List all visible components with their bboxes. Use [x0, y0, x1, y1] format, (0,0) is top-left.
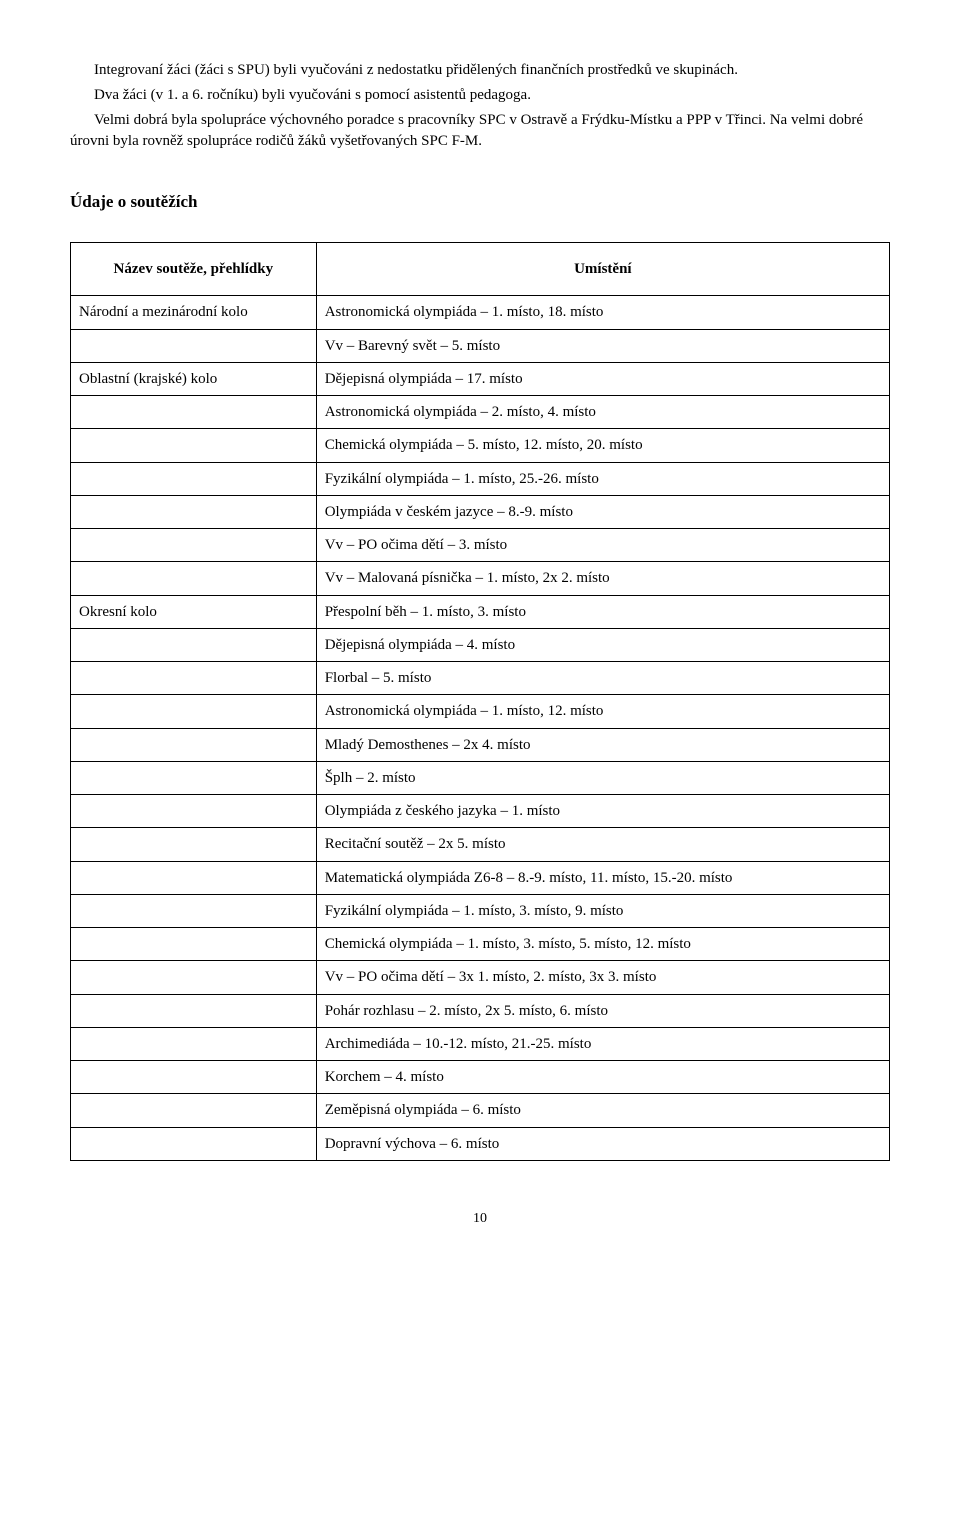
header-left: Název soutěže, přehlídky — [71, 243, 317, 296]
section-heading: Údaje o soutěžích — [70, 192, 890, 212]
result-cell: Vv – PO očima dětí – 3x 1. místo, 2. mís… — [316, 961, 889, 994]
table-row: Korchem – 4. místo — [71, 1061, 890, 1094]
result-cell: Chemická olympiáda – 1. místo, 3. místo,… — [316, 928, 889, 961]
table-row: Vv – PO očima dětí – 3x 1. místo, 2. mís… — [71, 961, 890, 994]
empty-cell — [71, 662, 317, 695]
table-row: Mladý Demosthenes – 2x 4. místo — [71, 728, 890, 761]
empty-cell — [71, 695, 317, 728]
table-row: Okresní kolo Přespolní běh – 1. místo, 3… — [71, 595, 890, 628]
table-header-row: Název soutěže, přehlídky Umístění — [71, 243, 890, 296]
result-cell: Archimediáda – 10.-12. místo, 21.-25. mí… — [316, 1027, 889, 1060]
empty-cell — [71, 894, 317, 927]
intro-paragraph-1: Integrovaní žáci (žáci s SPU) byli vyučo… — [70, 60, 890, 81]
result-cell: Přespolní běh – 1. místo, 3. místo — [316, 595, 889, 628]
table-row: Zeměpisná olympiáda – 6. místo — [71, 1094, 890, 1127]
result-cell: Zeměpisná olympiáda – 6. místo — [316, 1094, 889, 1127]
table-row: Pohár rozhlasu – 2. místo, 2x 5. místo, … — [71, 994, 890, 1027]
table-row: Chemická olympiáda – 5. místo, 12. místo… — [71, 429, 890, 462]
empty-cell — [71, 861, 317, 894]
table-row: Vv – Barevný svět – 5. místo — [71, 329, 890, 362]
empty-cell — [71, 1127, 317, 1160]
table-row: Fyzikální olympiáda – 1. místo, 3. místo… — [71, 894, 890, 927]
table-row: Recitační soutěž – 2x 5. místo — [71, 828, 890, 861]
page-number: 10 — [70, 1211, 890, 1227]
empty-cell — [71, 728, 317, 761]
table-row: Dějepisná olympiáda – 4. místo — [71, 628, 890, 661]
result-cell: Korchem – 4. místo — [316, 1061, 889, 1094]
result-cell: Vv – PO očima dětí – 3. místo — [316, 529, 889, 562]
empty-cell — [71, 495, 317, 528]
empty-cell — [71, 529, 317, 562]
result-cell: Pohár rozhlasu – 2. místo, 2x 5. místo, … — [316, 994, 889, 1027]
result-cell: Vv – Barevný svět – 5. místo — [316, 329, 889, 362]
table-row: Matematická olympiáda Z6-8 – 8.-9. místo… — [71, 861, 890, 894]
competition-table: Název soutěže, přehlídky Umístění Národn… — [70, 242, 890, 1161]
empty-cell — [71, 795, 317, 828]
result-cell: Matematická olympiáda Z6-8 – 8.-9. místo… — [316, 861, 889, 894]
result-cell: Astronomická olympiáda – 1. místo, 12. m… — [316, 695, 889, 728]
table-row: Astronomická olympiáda – 2. místo, 4. mí… — [71, 396, 890, 429]
table-row: Olympiáda z českého jazyka – 1. místo — [71, 795, 890, 828]
empty-cell — [71, 562, 317, 595]
empty-cell — [71, 396, 317, 429]
header-right: Umístění — [316, 243, 889, 296]
level-regional-label: Oblastní (krajské) kolo — [71, 362, 317, 395]
level-national-label: Národní a mezinárodní kolo — [71, 296, 317, 329]
table-row: Oblastní (krajské) kolo Dějepisná olympi… — [71, 362, 890, 395]
table-row: Olympiáda v českém jazyce – 8.-9. místo — [71, 495, 890, 528]
empty-cell — [71, 1027, 317, 1060]
result-cell: Fyzikální olympiáda – 1. místo, 3. místo… — [316, 894, 889, 927]
intro-paragraph-3: Velmi dobrá byla spolupráce výchovného p… — [70, 110, 890, 152]
result-cell: Astronomická olympiáda – 1. místo, 18. m… — [316, 296, 889, 329]
level-district-label: Okresní kolo — [71, 595, 317, 628]
result-cell: Olympiáda z českého jazyka – 1. místo — [316, 795, 889, 828]
table-row: Šplh – 2. místo — [71, 761, 890, 794]
result-cell: Dějepisná olympiáda – 4. místo — [316, 628, 889, 661]
result-cell: Šplh – 2. místo — [316, 761, 889, 794]
table-row: Národní a mezinárodní kolo Astronomická … — [71, 296, 890, 329]
result-cell: Astronomická olympiáda – 2. místo, 4. mí… — [316, 396, 889, 429]
empty-cell — [71, 994, 317, 1027]
result-cell: Mladý Demosthenes – 2x 4. místo — [316, 728, 889, 761]
result-cell: Dopravní výchova – 6. místo — [316, 1127, 889, 1160]
table-row: Archimediáda – 10.-12. místo, 21.-25. mí… — [71, 1027, 890, 1060]
result-cell: Recitační soutěž – 2x 5. místo — [316, 828, 889, 861]
empty-cell — [71, 761, 317, 794]
empty-cell — [71, 1094, 317, 1127]
result-cell: Olympiáda v českém jazyce – 8.-9. místo — [316, 495, 889, 528]
empty-cell — [71, 462, 317, 495]
table-row: Chemická olympiáda – 1. místo, 3. místo,… — [71, 928, 890, 961]
empty-cell — [71, 1061, 317, 1094]
intro-paragraph-2: Dva žáci (v 1. a 6. ročníku) byli vyučov… — [70, 85, 890, 106]
table-row: Dopravní výchova – 6. místo — [71, 1127, 890, 1160]
table-row: Fyzikální olympiáda – 1. místo, 25.-26. … — [71, 462, 890, 495]
result-cell: Vv – Malovaná písnička – 1. místo, 2x 2.… — [316, 562, 889, 595]
table-row: Vv – Malovaná písnička – 1. místo, 2x 2.… — [71, 562, 890, 595]
result-cell: Florbal – 5. místo — [316, 662, 889, 695]
table-row: Vv – PO očima dětí – 3. místo — [71, 529, 890, 562]
empty-cell — [71, 928, 317, 961]
empty-cell — [71, 828, 317, 861]
empty-cell — [71, 961, 317, 994]
empty-cell — [71, 329, 317, 362]
result-cell: Fyzikální olympiáda – 1. místo, 25.-26. … — [316, 462, 889, 495]
empty-cell — [71, 429, 317, 462]
result-cell: Dějepisná olympiáda – 17. místo — [316, 362, 889, 395]
empty-cell — [71, 628, 317, 661]
result-cell: Chemická olympiáda – 5. místo, 12. místo… — [316, 429, 889, 462]
table-row: Florbal – 5. místo — [71, 662, 890, 695]
table-row: Astronomická olympiáda – 1. místo, 12. m… — [71, 695, 890, 728]
